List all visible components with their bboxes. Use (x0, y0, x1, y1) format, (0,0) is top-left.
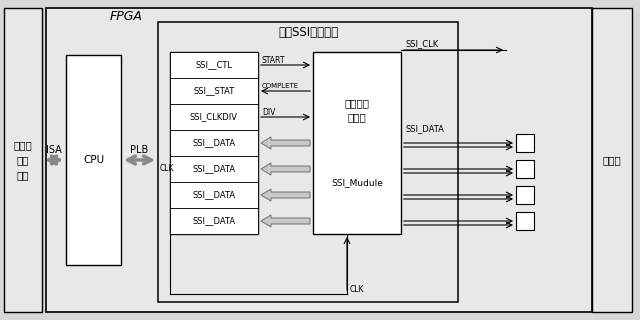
Bar (4, 8, 42, 312)
Bar (170, 130, 258, 156)
Bar (46, 8, 592, 312)
Bar (170, 52, 258, 78)
Text: 数据采集
子单元: 数据采集 子单元 (344, 98, 369, 122)
Bar (170, 104, 258, 130)
Text: SSI_Mudule: SSI_Mudule (331, 179, 383, 188)
Bar (66, 55, 121, 265)
Bar (516, 134, 534, 152)
Bar (516, 186, 534, 204)
Text: SSI__DATA: SSI__DATA (193, 139, 236, 148)
Polygon shape (261, 163, 310, 175)
Text: 上位机
控制
单元: 上位机 控制 单元 (13, 140, 33, 180)
Text: PLB: PLB (131, 145, 148, 155)
Text: SSI__DATA: SSI__DATA (193, 217, 236, 226)
Text: SSI_CLK: SSI_CLK (406, 39, 439, 49)
Bar (170, 208, 258, 234)
Bar (170, 182, 258, 208)
Text: CPU: CPU (83, 155, 104, 165)
Text: 多路SSI采集单元: 多路SSI采集单元 (278, 26, 338, 38)
Text: SSI__DATA: SSI__DATA (193, 164, 236, 173)
Text: 编码器: 编码器 (603, 155, 621, 165)
Bar (516, 212, 534, 230)
Text: COMPLETE: COMPLETE (262, 83, 299, 89)
Text: SSI__STAT: SSI__STAT (193, 86, 235, 95)
Text: DIV: DIV (262, 108, 275, 116)
Bar (170, 156, 258, 182)
Text: CLK: CLK (350, 284, 365, 293)
Text: SSI__DATA: SSI__DATA (193, 190, 236, 199)
Text: SSI__CTL: SSI__CTL (195, 60, 232, 69)
Bar (313, 52, 401, 234)
Bar (592, 8, 632, 312)
Bar (170, 78, 258, 104)
Text: ISA: ISA (46, 145, 62, 155)
Text: SSI_DATA: SSI_DATA (405, 124, 444, 133)
Bar (516, 160, 534, 178)
Text: CLK: CLK (160, 164, 175, 172)
Polygon shape (261, 189, 310, 201)
Text: SSI_CLKDIV: SSI_CLKDIV (190, 113, 238, 122)
Bar (170, 52, 258, 234)
Text: FPGA: FPGA (109, 10, 143, 22)
Polygon shape (261, 137, 310, 149)
Text: START: START (262, 55, 285, 65)
Bar (158, 22, 458, 302)
Polygon shape (261, 215, 310, 227)
